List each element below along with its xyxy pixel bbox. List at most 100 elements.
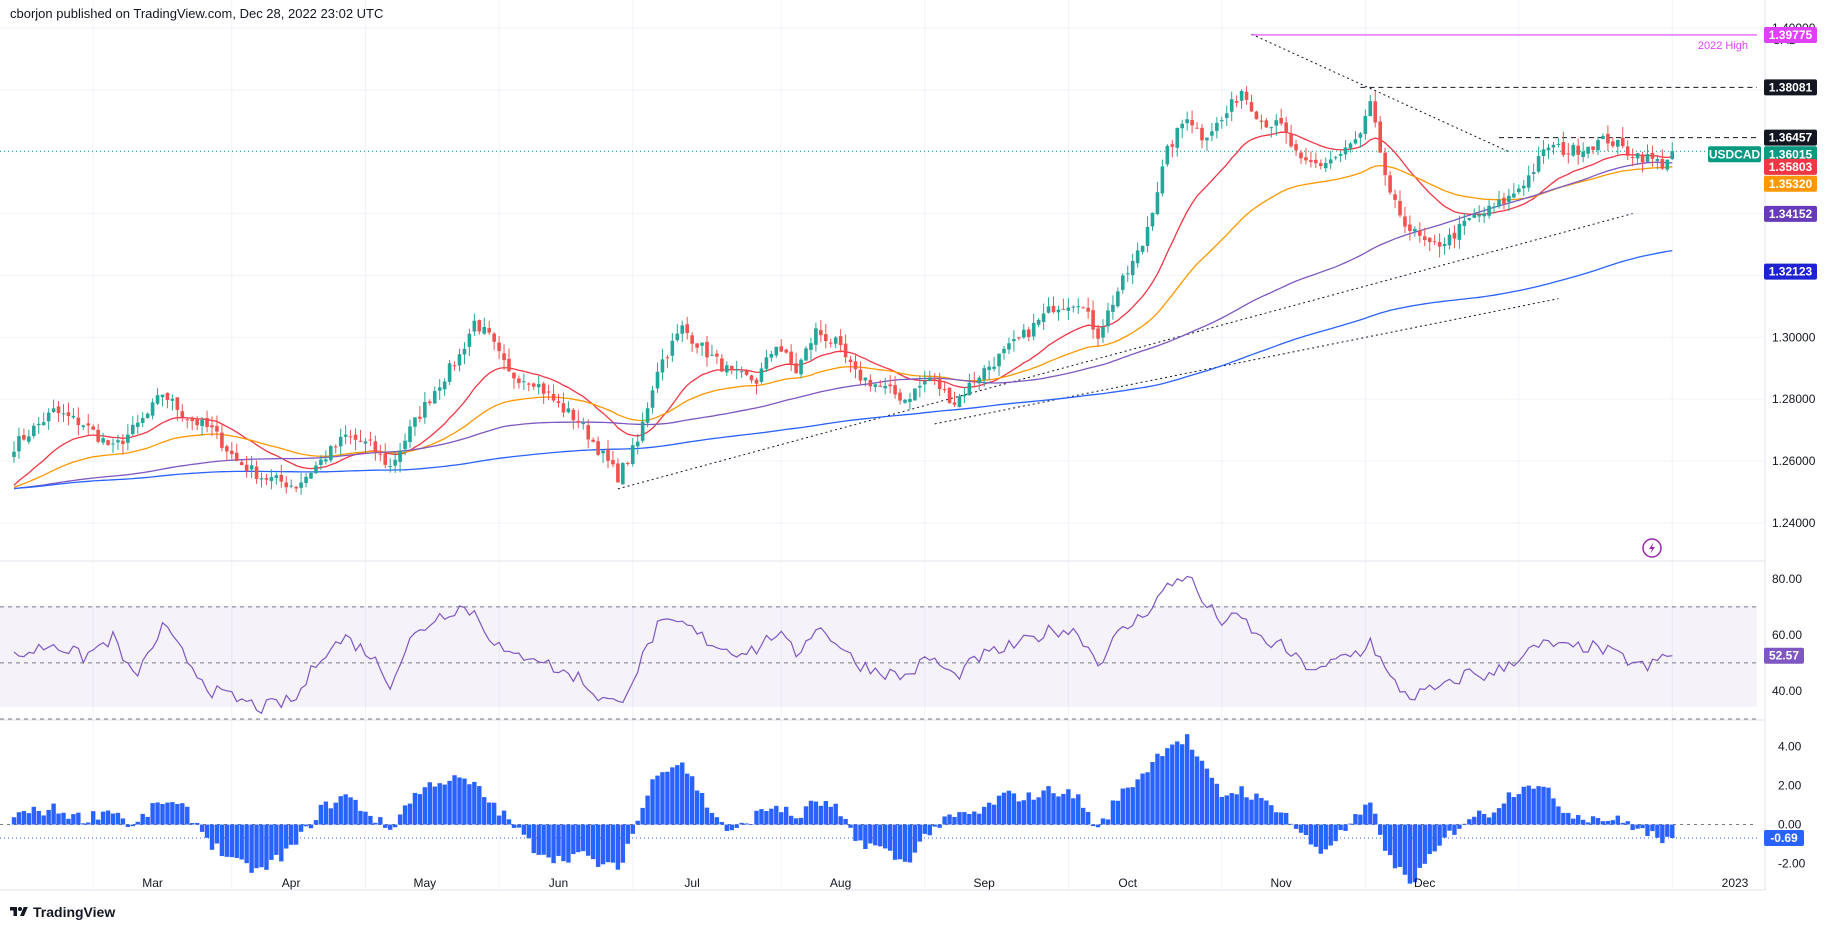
hist-bar [937,824,942,828]
candle [165,392,170,409]
candle-body [1259,120,1264,122]
candle-body [1249,102,1254,112]
hist-bar [1491,812,1497,825]
label-rsi: 52.57 [1764,647,1804,664]
candle-body [1576,145,1580,155]
candle [1125,265,1130,282]
candle-body [1546,147,1551,151]
candle [1388,171,1392,195]
candle [1135,242,1140,268]
candle [893,376,897,399]
hist-bar [1551,798,1556,825]
candle-body [923,381,927,385]
candle-body [1526,175,1531,188]
candle-body [1096,328,1100,339]
hist-bar [764,811,769,825]
candle [947,387,952,404]
candle [650,385,655,414]
candle-body [898,392,902,401]
candle [1165,144,1170,167]
candle [942,381,947,393]
x-tick-label: May [413,876,436,890]
candle-body [729,365,734,370]
hist-bar [1541,786,1546,825]
hist-bar [798,817,804,825]
candle [715,349,719,365]
candle-body [324,459,328,462]
candle [556,393,561,408]
candle-body [304,476,308,484]
hist-bar [11,817,17,825]
candle [36,417,41,434]
x-tick-label: Oct [1118,876,1137,890]
hist-bar [462,778,467,825]
hist-bar [1150,762,1155,825]
candle [1487,199,1491,219]
hist-bar [1437,824,1442,846]
candle [1101,319,1105,344]
candle-body [596,441,600,455]
hist-bar [1481,813,1487,825]
hist-bar [902,824,908,862]
candle-body [977,377,982,384]
candle-body [947,387,952,404]
candle-body [556,401,561,404]
candle-body [1640,154,1645,163]
candle [56,401,61,422]
hist-bar [1625,821,1630,825]
candle [1507,188,1511,212]
hist-bar [878,824,883,847]
candle [175,397,180,421]
candle [1195,122,1199,129]
candle [428,399,432,406]
candle-body [764,357,769,369]
hist-bar [204,824,210,838]
candle-body [403,440,407,450]
hist-bar [303,824,309,827]
candle [1170,139,1175,158]
hist-bar [912,824,918,853]
candle-body [1517,188,1521,193]
candle-body [329,446,333,461]
candle-body [527,383,531,385]
hist-bar [1382,824,1388,851]
candle-body [1566,153,1571,155]
candle [923,370,927,393]
hist-bar [1180,744,1185,825]
candle [626,461,630,466]
hist-bar [813,801,819,825]
hist-bar [947,814,952,825]
candle-body [61,413,66,415]
candle [1348,142,1353,153]
candle [531,382,536,390]
candle-body [160,394,165,398]
candle-body [1437,242,1442,247]
candle-body [695,343,699,348]
candle-body [472,320,477,332]
x-tick-label: 2023 [1722,876,1749,890]
candle-body [868,379,873,387]
tradingview-logo-icon [10,907,28,916]
candle-body [670,340,675,356]
candle [1026,326,1031,342]
candle-body [155,395,160,404]
candle-body [715,353,719,357]
hist-bar [1417,824,1422,868]
candle-body [1239,90,1244,101]
x-tick-label: Apr [282,876,301,890]
label-ema-50-bg [1764,175,1817,192]
candle-body [913,388,917,401]
hist-bar [581,824,586,852]
hist-bar [259,824,264,868]
candle-body [145,413,150,419]
lightning-icon[interactable] [1642,538,1662,558]
hist-bar [600,824,606,865]
hist-bar [427,782,432,825]
candle-body [809,343,813,350]
hist-bar [175,803,180,825]
hist-bar [308,824,314,829]
hist-bar [170,802,175,825]
candle [749,374,754,384]
candle [1106,302,1110,333]
candle-body [1328,159,1333,164]
